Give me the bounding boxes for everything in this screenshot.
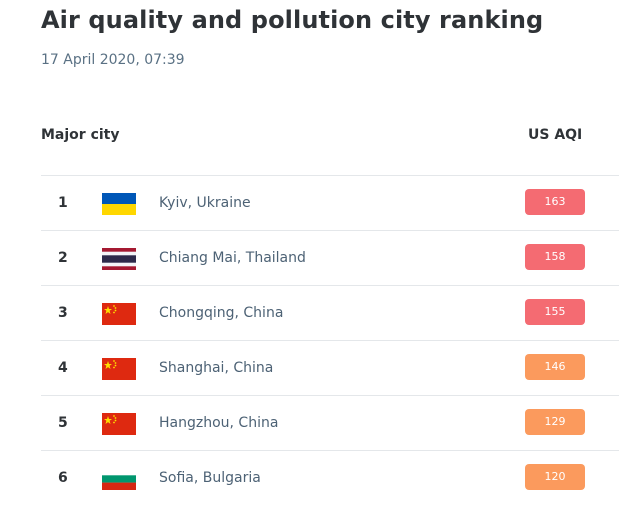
aqi-badge: 158 bbox=[525, 244, 585, 270]
city-name[interactable]: Shanghai, China bbox=[159, 360, 274, 376]
city-name[interactable]: Chiang Mai, Thailand bbox=[159, 250, 306, 266]
page-title: Air quality and pollution city ranking bbox=[41, 6, 544, 34]
table-row[interactable]: 4 Shanghai, China 146 bbox=[41, 340, 619, 395]
ranking-table: 1 Kyiv, Ukraine 163 2 Chiang Mai, Thaila… bbox=[41, 175, 619, 505]
aqi-badge: 146 bbox=[525, 354, 585, 380]
table-row[interactable]: 1 Kyiv, Ukraine 163 bbox=[41, 175, 619, 230]
china-flag-icon bbox=[102, 413, 136, 435]
column-header-aqi: US AQI bbox=[528, 127, 583, 143]
table-row[interactable]: 2 Chiang Mai, Thailand 158 bbox=[41, 230, 619, 285]
thailand-flag-icon bbox=[102, 248, 136, 270]
aqi-badge: 155 bbox=[525, 299, 585, 325]
rank-number: 3 bbox=[58, 305, 68, 321]
timestamp: 17 April 2020, 07:39 bbox=[41, 52, 185, 68]
aqi-badge: 129 bbox=[525, 409, 585, 435]
bulgaria-flag-icon bbox=[102, 468, 136, 490]
ukraine-flag-icon bbox=[102, 193, 136, 215]
aqi-badge: 163 bbox=[525, 189, 585, 215]
city-name[interactable]: Sofia, Bulgaria bbox=[159, 470, 261, 486]
table-row[interactable]: 5 Hangzhou, China 129 bbox=[41, 395, 619, 450]
city-name[interactable]: Hangzhou, China bbox=[159, 415, 279, 431]
column-header-city: Major city bbox=[41, 127, 120, 143]
table-row[interactable]: 6 Sofia, Bulgaria 120 bbox=[41, 450, 619, 505]
aqi-badge: 120 bbox=[525, 464, 585, 490]
rank-number: 5 bbox=[58, 415, 68, 431]
rank-number: 1 bbox=[58, 195, 68, 211]
city-name[interactable]: Chongqing, China bbox=[159, 305, 284, 321]
table-row[interactable]: 3 Chongqing, China 155 bbox=[41, 285, 619, 340]
china-flag-icon bbox=[102, 358, 136, 380]
rank-number: 2 bbox=[58, 250, 68, 266]
china-flag-icon bbox=[102, 303, 136, 325]
rank-number: 6 bbox=[58, 470, 68, 486]
rank-number: 4 bbox=[58, 360, 68, 376]
city-name[interactable]: Kyiv, Ukraine bbox=[159, 195, 251, 211]
